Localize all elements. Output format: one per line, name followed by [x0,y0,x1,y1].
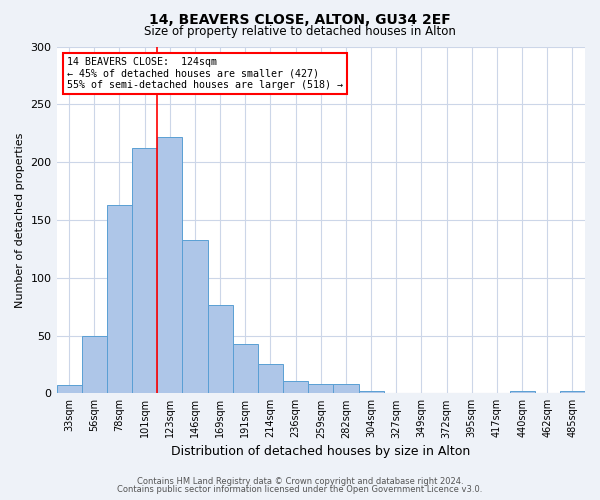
Bar [208,306,233,394]
Text: 14 BEAVERS CLOSE:  124sqm
← 45% of detached houses are smaller (427)
55% of semi: 14 BEAVERS CLOSE: 124sqm ← 45% of detach… [67,57,343,90]
Bar [132,148,157,394]
Bar [157,136,182,394]
Bar [56,385,82,394]
Bar [258,364,283,394]
Bar [359,391,383,394]
Bar [82,336,107,394]
Y-axis label: Number of detached properties: Number of detached properties [15,132,25,308]
Bar [233,344,258,394]
Text: Contains public sector information licensed under the Open Government Licence v3: Contains public sector information licen… [118,485,482,494]
Text: Size of property relative to detached houses in Alton: Size of property relative to detached ho… [144,25,456,38]
Bar [560,391,585,394]
Text: Contains HM Land Registry data © Crown copyright and database right 2024.: Contains HM Land Registry data © Crown c… [137,477,463,486]
Text: 14, BEAVERS CLOSE, ALTON, GU34 2EF: 14, BEAVERS CLOSE, ALTON, GU34 2EF [149,12,451,26]
Bar [334,384,359,394]
Bar [308,384,334,394]
Bar [107,205,132,394]
Bar [182,240,208,394]
Bar [509,391,535,394]
Bar [283,380,308,394]
X-axis label: Distribution of detached houses by size in Alton: Distribution of detached houses by size … [171,444,470,458]
